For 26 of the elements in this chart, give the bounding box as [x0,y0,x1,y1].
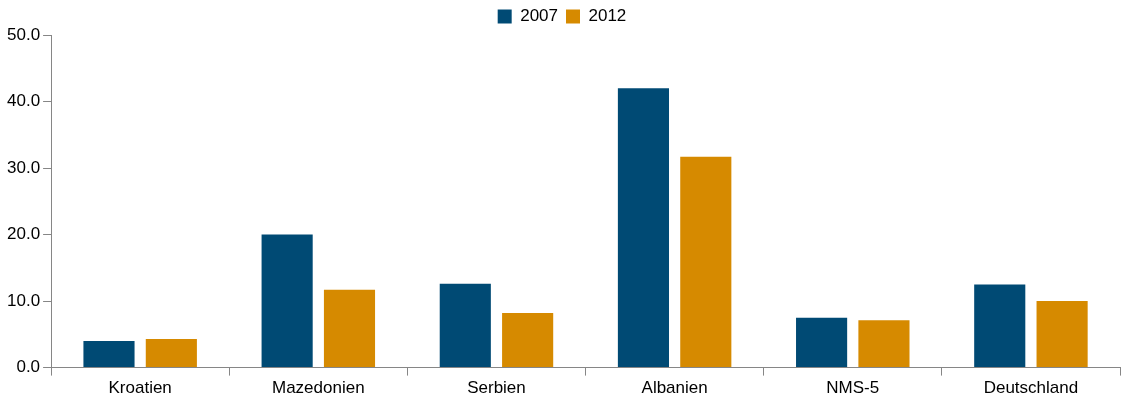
y-tick-label: 50.0 [6,24,41,44]
bar [145,339,197,368]
bar [974,284,1026,368]
legend-label: 2012 [588,6,627,26]
y-tick-label: 30.0 [6,157,41,177]
bar [261,234,313,368]
x-tick-label: Serbien [467,378,526,398]
legend-label: 2007 [520,6,559,26]
y-tick-label: 0.0 [16,357,41,377]
bar [323,289,376,368]
y-tick-label: 10.0 [6,290,41,310]
bar [617,88,670,368]
y-tick-label: 40.0 [6,91,41,111]
bar [1036,301,1088,368]
bar [796,317,848,368]
x-tick-label: NMS-5 [826,378,880,398]
x-tick-label: Kroatien [108,378,172,398]
y-tick-label: 20.0 [6,224,41,244]
bar [439,283,491,368]
bar [502,313,554,368]
x-tick-label: Mazedonien [272,378,365,398]
bar [680,156,732,368]
x-tick-label: Albanien [641,378,708,398]
x-tick-label: Deutschland [983,378,1079,398]
bar [83,340,135,368]
bar [858,320,910,368]
